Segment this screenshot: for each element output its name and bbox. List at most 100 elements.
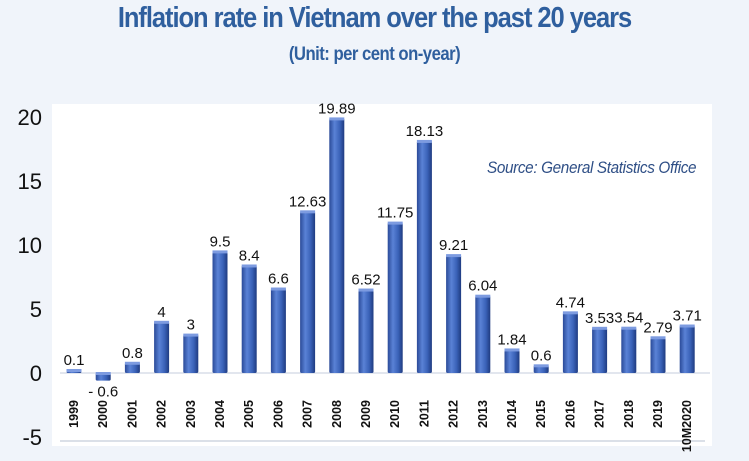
data-label: 8.4 (239, 247, 260, 264)
data-label: 1.84 (497, 331, 526, 348)
bar-cap (621, 326, 637, 330)
bar (270, 288, 286, 373)
bar (358, 289, 374, 373)
data-label: 19.89 (318, 100, 356, 117)
data-label: 3 (187, 317, 195, 334)
data-label: 4.74 (556, 294, 585, 311)
bar-cap (416, 139, 432, 143)
x-tick-label: 2003 (184, 400, 198, 428)
bar-cap (650, 336, 666, 340)
x-tick-label: 2018 (622, 400, 636, 428)
bar-cap (387, 221, 403, 225)
source-note: Source: General Statistics Office (487, 158, 697, 177)
y-tick-label: -5 (22, 425, 42, 450)
x-tick-label: 2004 (213, 400, 227, 428)
bar-cap (154, 320, 170, 324)
bar-cap (533, 364, 549, 368)
x-tick-label: 2014 (505, 400, 519, 428)
bar (387, 222, 403, 373)
x-tick-label: 2011 (417, 400, 431, 427)
data-label: 4 (157, 304, 165, 321)
data-label: 6.52 (351, 272, 380, 289)
bar (154, 321, 170, 373)
bar-cap (562, 311, 578, 315)
data-label: 11.75 (377, 205, 413, 222)
x-tick-label: 2019 (651, 400, 665, 428)
x-tick-label: 2006 (271, 400, 285, 428)
bar-cap (183, 333, 199, 337)
data-label: 6.04 (468, 278, 497, 295)
x-tick-label: 2016 (563, 400, 577, 428)
data-label: 12.63 (289, 193, 327, 210)
bar (679, 325, 695, 373)
x-tick-label: 2001 (125, 400, 139, 428)
bar-cap (241, 264, 257, 268)
data-label: 18.13 (406, 123, 444, 140)
y-tick-label: 15 (18, 169, 42, 194)
data-label: 3.71 (673, 308, 702, 325)
bar (504, 349, 520, 373)
bar-cap (679, 324, 695, 328)
data-label: - 0.6 (88, 384, 118, 401)
data-label: 9.5 (210, 233, 231, 250)
bar (124, 362, 140, 373)
bar-cap (212, 250, 228, 254)
bar-cap (358, 288, 374, 292)
bar-cap (95, 372, 111, 375)
bar (300, 211, 316, 373)
bar (416, 140, 432, 373)
x-tick-label: 2010 (388, 400, 402, 428)
data-labels: 0.1- 0.6 0.8 4 3 9.5 8.4 6.6 12.63 19.89 6.52 11.7… (64, 100, 702, 400)
bar (621, 327, 637, 373)
x-tick-label: 2008 (330, 400, 344, 428)
data-label: 9.21 (439, 237, 468, 254)
x-tick-label: 2007 (301, 400, 315, 428)
y-tick-label: 10 (18, 233, 42, 258)
bar-cap (300, 210, 316, 214)
bar (592, 327, 608, 373)
data-label: 0.8 (122, 345, 143, 362)
y-tick-label: 5 (30, 297, 42, 322)
bar (650, 337, 666, 373)
bar-cap (475, 294, 491, 298)
x-tick-label: 2012 (447, 400, 461, 428)
data-label: 0.1 (64, 352, 85, 369)
bar-cap (504, 348, 520, 352)
data-label: 2.79 (643, 319, 672, 336)
x-tick-label: 2002 (155, 400, 169, 428)
data-label: 6.6 (268, 271, 289, 288)
x-tick-label: 2005 (242, 400, 256, 428)
bar (212, 251, 228, 373)
chart-subtitle: (Unit: per cent on-year) (288, 44, 461, 65)
x-tick-label: 1999 (67, 400, 81, 428)
y-axis: 20 15 10 5 0 -5 (18, 105, 42, 450)
bar (562, 312, 578, 373)
bar (446, 255, 462, 373)
x-tick-label: 10M2020 (680, 400, 694, 452)
bar-cap (124, 361, 140, 365)
data-label: 3.54 (614, 310, 643, 327)
data-label: 0.6 (531, 347, 552, 364)
bar (241, 265, 257, 373)
plot-area (52, 104, 712, 446)
y-tick-label: 20 (18, 105, 42, 130)
x-tick-label: 2013 (476, 400, 490, 428)
bars (66, 117, 695, 381)
bar-cap (446, 254, 462, 258)
x-axis-labels: 1999 2000 2001 2002 2003 2004 2005 2006 2007 2008… (67, 400, 694, 452)
x-tick-label: 2000 (96, 400, 110, 428)
bar (329, 118, 345, 374)
x-tick-label: 2015 (534, 400, 548, 428)
bar (475, 295, 491, 373)
x-tick-label: 2009 (359, 400, 373, 428)
x-tick-label: 2017 (593, 400, 607, 428)
bar (183, 334, 199, 373)
chart-title: Inflation rate in Vietnam over the past … (117, 2, 632, 34)
bar-cap (66, 369, 82, 372)
bar-cap (592, 326, 608, 330)
y-tick-label: 0 (30, 361, 42, 386)
data-label: 3.53 (585, 310, 614, 327)
bar-cap (270, 287, 286, 291)
bar-cap (329, 117, 345, 121)
